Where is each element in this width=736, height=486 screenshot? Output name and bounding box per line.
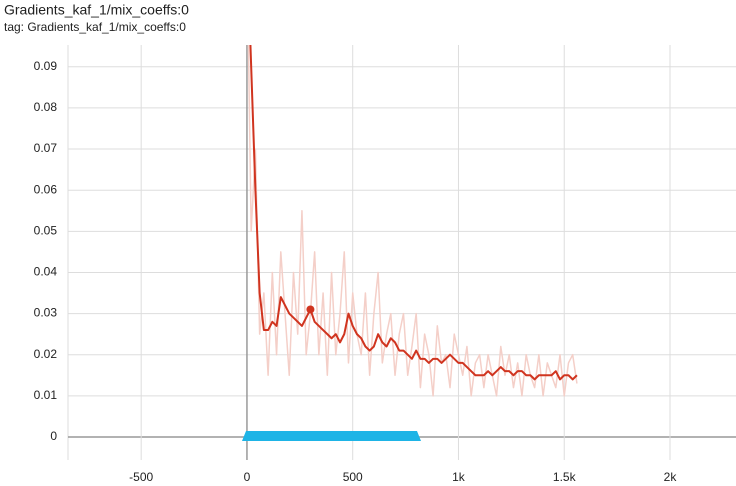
x-tick-label: 500 xyxy=(343,470,363,484)
chart-title: Gradients_kaf_1/mix_coeffs:0 xyxy=(4,2,189,18)
y-tick-label: 0.03 xyxy=(34,306,58,320)
y-tick-label: 0.05 xyxy=(34,223,58,237)
y-tick-label: 0.07 xyxy=(34,141,58,155)
x-tick-label: -500 xyxy=(129,470,153,484)
x-tick-label: 2k xyxy=(664,470,678,484)
y-tick-label: 0.01 xyxy=(34,388,58,402)
y-tick-label: 0.08 xyxy=(34,100,58,114)
y-tick-label: 0 xyxy=(50,429,57,443)
chart-subtitle: tag: Gradients_kaf_1/mix_coeffs:0 xyxy=(4,20,186,34)
y-tick-label: 0.02 xyxy=(34,347,58,361)
hover-point xyxy=(306,305,315,314)
y-tick-label: 0.04 xyxy=(34,265,58,279)
x-tick-label: 0 xyxy=(244,470,251,484)
x-tick-label: 1k xyxy=(452,470,466,484)
range-slider[interactable] xyxy=(242,431,421,441)
y-tick-label: 0.09 xyxy=(34,59,58,73)
smoothed-line xyxy=(249,45,578,381)
x-tick-label: 1.5k xyxy=(553,470,577,484)
raw-line xyxy=(247,45,578,397)
y-tick-label: 0.06 xyxy=(34,182,58,196)
